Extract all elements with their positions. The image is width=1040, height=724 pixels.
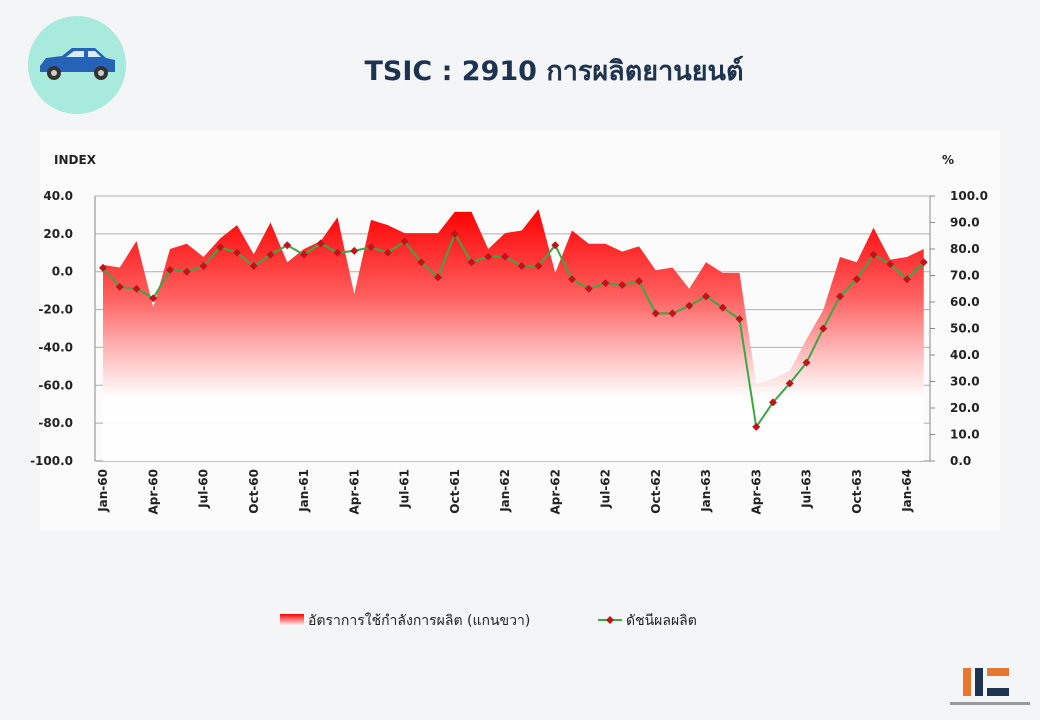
y2-tick-label: 90.0 [950,216,980,230]
y-tick-label: 0.0 [52,265,73,279]
marker [568,275,576,284]
chart-title: TSIC : 2910 การผลิตยานยนต์ [364,55,743,87]
marker [618,280,627,289]
marker [400,237,409,246]
marker [702,292,710,301]
marker [367,243,375,252]
x-tick-label: Apr-60 [146,469,160,514]
legend-marker [606,616,614,624]
marker [903,275,911,284]
marker [149,294,158,303]
marker [769,398,777,407]
marker [333,248,342,257]
logo [950,668,1030,705]
marker [350,246,359,255]
y2-tick-label: 40.0 [950,348,980,362]
y-tick-label: -100.0 [30,454,73,468]
marker [216,243,225,252]
x-tick-label: Jan-63 [699,469,713,513]
marker [467,258,476,267]
x-tick-label: Jan-60 [96,469,110,513]
y-tick-label: -80.0 [38,416,73,430]
marker [685,301,694,310]
marker [249,262,258,271]
marker [635,277,643,286]
marker [919,258,928,267]
marker [785,379,794,388]
x-tick-label: Jan-61 [297,469,311,513]
marker [115,282,124,291]
y-tick-label: -60.0 [38,378,73,392]
marker [417,258,426,267]
marker [752,422,761,431]
marker [99,263,107,272]
y2-axis-title: % [942,153,954,167]
legend-label: อัตราการใช้กำลังการผลิต (แกนขวา) [308,612,530,629]
marker [886,260,895,269]
marker [802,358,811,367]
marker [132,284,141,293]
x-tick-label: Jul-63 [800,469,814,509]
x-tick-label: Oct-63 [850,469,864,514]
y-tick-label: -20.0 [38,303,73,317]
marker [450,229,459,238]
marker [735,315,744,324]
y2-tick-label: 100.0 [950,189,988,203]
marker [651,309,660,318]
area [103,209,924,461]
marker [852,275,861,284]
car-icon [28,16,126,114]
marker [869,250,878,259]
x-tick-label: Apr-63 [749,469,763,514]
legend-swatch [280,614,304,626]
x-tick-label: Oct-61 [448,469,462,514]
x-tick-label: Jan-62 [498,469,512,513]
y2-tick-label: 80.0 [950,242,980,256]
marker [166,265,174,274]
marker [836,292,844,301]
x-tick-label: Oct-62 [649,469,663,514]
x-tick-label: Jan-64 [900,469,914,513]
marker [383,248,392,257]
marker [199,262,208,271]
y2-tick-label: 0.0 [950,454,971,468]
marker [316,239,325,248]
marker [434,273,442,282]
x-tick-label: Jul-60 [197,469,211,509]
y2-tick-label: 30.0 [950,375,980,389]
marker [819,324,828,333]
marker [182,267,191,276]
x-tick-label: Jul-62 [599,469,613,509]
marker [266,250,275,259]
line [102,231,925,430]
y-tick-label: 20.0 [43,227,73,241]
x-tick-label: Oct-60 [247,469,261,514]
y-axis-title: INDEX [54,153,97,167]
x-tick-label: Apr-62 [548,469,562,514]
y2-tick-label: 20.0 [950,401,980,415]
marker [517,262,526,271]
legend-label: ดัชนีผลผลิต [626,613,697,629]
y2-tick-label: 60.0 [950,295,980,309]
y2-tick-label: 50.0 [950,322,980,336]
marker [300,250,308,259]
x-tick-label: Apr-61 [347,469,361,514]
marker [283,241,292,250]
y-tick-label: 40.0 [43,189,73,203]
marker [501,252,509,261]
marker [484,252,493,261]
y2-tick-label: 10.0 [950,428,980,442]
marker [534,262,543,271]
marker [584,284,593,293]
x-tick-label: Jul-61 [398,469,412,509]
y-tick-label: -40.0 [38,340,73,354]
marker [668,309,677,318]
marker [601,279,610,288]
marker [718,303,727,312]
y2-tick-label: 70.0 [950,269,980,283]
marker [551,241,560,250]
marker [233,248,241,257]
